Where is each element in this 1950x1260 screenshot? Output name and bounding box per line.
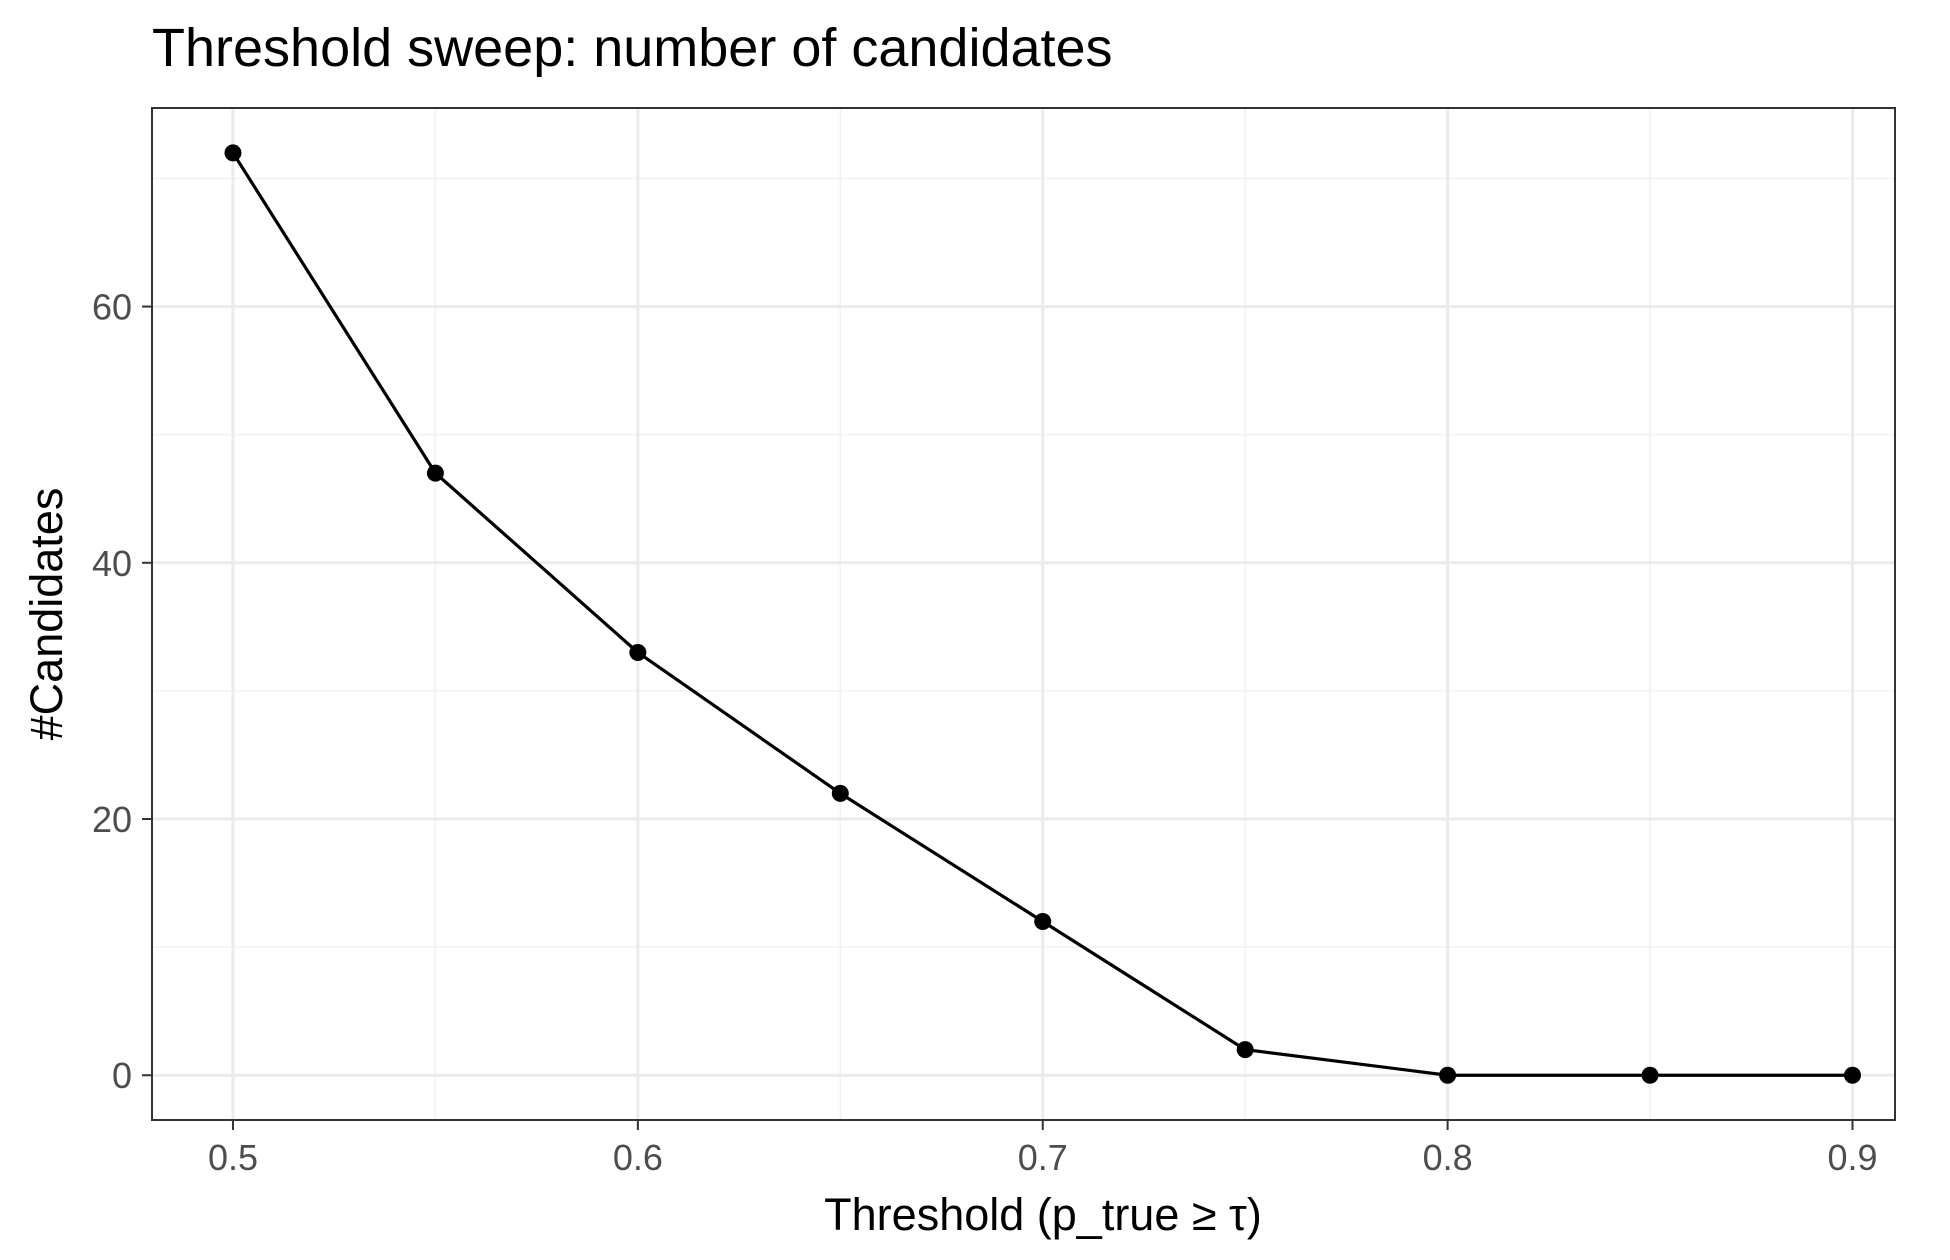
data-point [831,784,849,802]
y-tick-label: 20 [92,799,132,840]
y-tick-label: 60 [92,287,132,328]
data-point [1236,1041,1254,1059]
x-tick-label: 0.8 [1423,1137,1473,1178]
data-point [426,464,444,482]
data-point [1641,1066,1659,1084]
data-point [1439,1066,1457,1084]
x-tick-label: 0.5 [208,1137,258,1178]
series-layer [224,144,1861,1084]
panel-border [151,107,1896,1121]
y-axis: 0 20 40 60 [92,287,152,1096]
y-tick-label: 0 [112,1055,132,1096]
x-axis: 0.5 0.6 0.7 0.8 0.9 [208,1120,1878,1178]
data-point [1843,1066,1861,1084]
x-tick-label: 0.6 [613,1137,663,1178]
chart-title: Threshold sweep: number of candidates [152,18,1113,78]
x-axis-title: Threshold (p_true ≥ τ) [824,1189,1262,1240]
y-axis-title: #Candidates [21,488,72,741]
data-point [629,643,647,661]
x-tick-label: 0.7 [1018,1137,1068,1178]
x-tick-label: 0.9 [1827,1137,1877,1178]
data-point [1034,912,1052,930]
data-point [224,144,242,162]
y-tick-label: 40 [92,543,132,584]
